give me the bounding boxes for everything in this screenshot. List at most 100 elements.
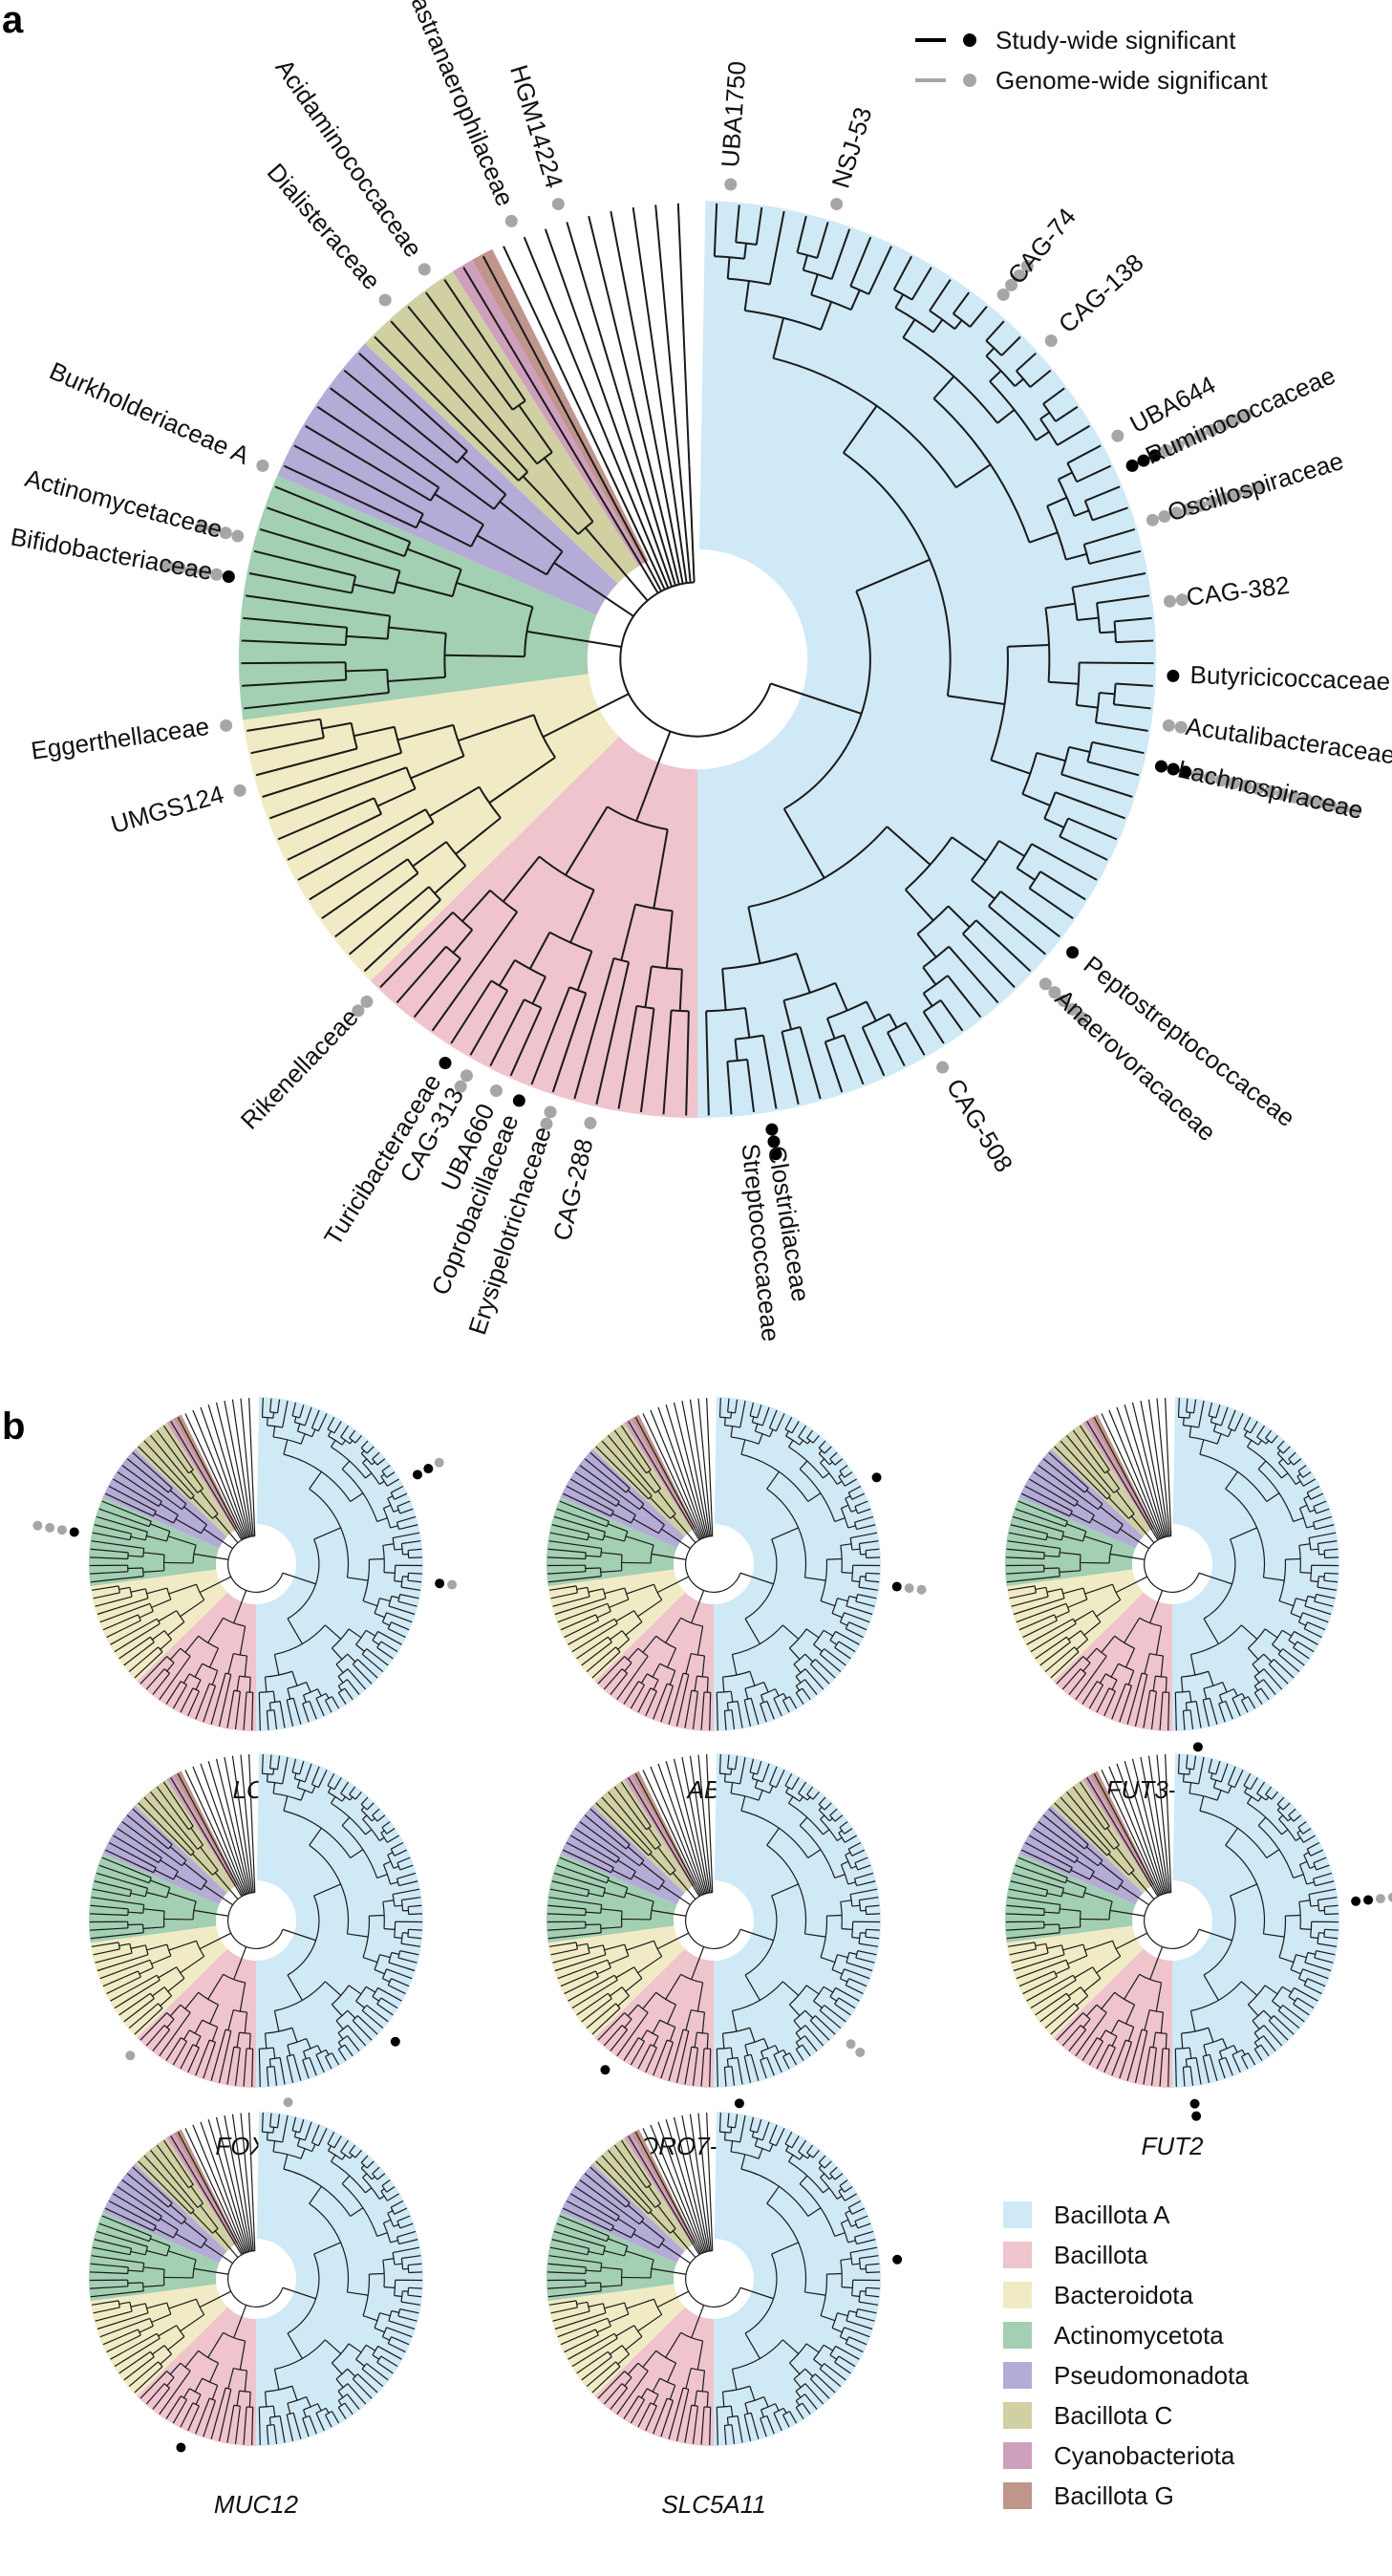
gene-4-genome-marker <box>855 2047 866 2057</box>
main-genome-marker <box>584 1116 597 1129</box>
phylum-swatch <box>1003 2442 1032 2469</box>
gene-2-sector-bacteroidota <box>1006 1569 1145 1682</box>
main-genome-marker <box>1158 510 1171 524</box>
phylum-swatch <box>1003 2402 1032 2429</box>
family-label: Eggerthellaceae <box>30 712 211 765</box>
gene-2-sector-bacillota-c <box>1051 1423 1151 1537</box>
main-genome-marker <box>489 1084 503 1098</box>
main-study-marker <box>767 1135 781 1148</box>
main-genome-marker <box>1171 439 1185 452</box>
gene-1-genome-marker <box>904 1583 914 1594</box>
main-genome-marker <box>1263 784 1276 798</box>
phylum-swatch <box>1003 2282 1032 2308</box>
gene-7-sector-bacillota-a <box>714 2112 882 2446</box>
main-genome-marker <box>1239 780 1253 793</box>
gene-0-study-marker <box>435 1578 445 1589</box>
main-genome-marker <box>1175 593 1189 607</box>
gene-tree-foxp1: FOXP1 <box>89 1753 423 2160</box>
gene-7-sector-bacteroidota <box>547 2284 686 2396</box>
gene-6-sector-actinomycetota <box>89 2211 220 2302</box>
main-genome-marker <box>540 1117 553 1130</box>
gene-6-sector-bacillota-a <box>256 2112 424 2446</box>
gene-7-sector-actinomycetota <box>546 2211 677 2302</box>
main-genome-marker <box>1206 495 1219 508</box>
main-genome-marker <box>231 529 245 543</box>
main-genome-marker <box>256 459 269 472</box>
gene-4-study-marker <box>734 2098 744 2109</box>
gene-1-sector-bacillota-a <box>714 1397 881 1731</box>
phylum-swatch <box>1003 2201 1032 2228</box>
main-genome-marker <box>1111 429 1124 442</box>
family-label: CAG-288 <box>547 1136 599 1243</box>
family-label: UBA1750 <box>716 60 752 168</box>
family-label: Acutalibacteraceae <box>1184 712 1392 769</box>
main-genome-marker <box>544 1106 557 1119</box>
gene-0-genome-marker <box>56 1525 67 1535</box>
gene-0-study-marker <box>412 1470 422 1480</box>
gene-5-sector-actinomycetota <box>1005 1853 1136 1943</box>
family-label: Acidaminococcaceae <box>270 54 429 262</box>
main-study-marker <box>1154 760 1167 773</box>
gene-0-genome-marker <box>434 1457 444 1468</box>
gene-1-study-marker <box>891 1581 902 1592</box>
family-label: Gastranaerophilaceae <box>398 0 521 210</box>
main-genome-marker <box>418 263 431 276</box>
main-phylogenetic-tree: UBA1750 NSJ-53CAG-74CAG-138UBA644Ruminoco… <box>9 0 1392 1343</box>
gene-tree-lct: LCT <box>32 1397 458 1804</box>
main-genome-marker <box>1203 771 1216 784</box>
gene-0-sector-bacillota-c <box>135 1423 235 1537</box>
main-genome-marker <box>161 559 174 572</box>
main-genome-marker <box>207 523 221 536</box>
phylum-label: Bacteroidota <box>1054 2281 1194 2309</box>
gene-2-sector-actinomycetota <box>1005 1496 1136 1587</box>
sig-legend-label: Study-wide significant <box>996 26 1236 54</box>
gene-5-genome-marker <box>1387 1892 1392 1902</box>
main-study-marker <box>1167 762 1180 776</box>
gene-3-study-marker <box>390 2036 400 2047</box>
main-genome-marker <box>1163 594 1176 608</box>
main-genome-marker <box>1193 429 1207 442</box>
main-genome-marker <box>1005 278 1018 291</box>
main-genome-marker <box>724 178 738 191</box>
gene-tree-title: MUC12 <box>214 2490 299 2519</box>
gene-tree-grid: LCT ABO FUT3-FUT6 FOXP1 CORO7-HMOX2 FUT2 MUC12… <box>32 1397 1392 2519</box>
main-genome-marker <box>1193 499 1207 512</box>
main-genome-marker <box>1044 334 1058 348</box>
main-genome-marker <box>1057 995 1070 1008</box>
main-genome-marker <box>1182 503 1195 516</box>
gene-tree-title: FUT2 <box>1142 2132 1205 2160</box>
family-label: Burkholderiaceae A <box>45 356 254 470</box>
family-label: CAG-382 <box>1185 570 1291 612</box>
gene-7-study-marker <box>892 2254 903 2265</box>
gene-7-sector-bacillota-c <box>592 2137 693 2252</box>
gene-4-sector-actinomycetota <box>546 1853 677 1943</box>
gene-3-sector-actinomycetota <box>89 1853 220 1943</box>
main-genome-marker <box>1252 782 1265 795</box>
main-study-marker <box>512 1094 525 1107</box>
significance-legend: Study-wide significant Genome-wide signif… <box>915 26 1268 95</box>
main-genome-marker <box>233 784 246 797</box>
main-genome-marker <box>454 1080 467 1093</box>
main-study-marker <box>1148 449 1162 462</box>
gene-1-genome-marker <box>916 1584 927 1595</box>
phylum-swatch <box>1003 2242 1032 2268</box>
sig-legend-label: Genome-wide significant <box>996 66 1268 95</box>
gene-5-sector-bacteroidota <box>1006 1925 1145 2038</box>
phylum-label: Pseudomonadota <box>1054 2361 1249 2390</box>
gene-3-sector-bacillota-c <box>135 1779 235 1894</box>
gene-3-genome-marker <box>125 2050 136 2061</box>
main-study-marker <box>222 569 235 583</box>
gene-3-sector-bacillota-a <box>256 1753 423 2088</box>
main-genome-marker <box>1174 720 1188 734</box>
phylum-label: Bacillota G <box>1054 2481 1174 2510</box>
main-study-marker <box>1179 765 1192 779</box>
gene-tree-fut2: FUT2 <box>1005 1753 1392 2160</box>
main-genome-marker <box>352 1004 365 1018</box>
main-genome-marker <box>830 198 844 211</box>
gene-2-study-marker <box>1192 1742 1203 1752</box>
family-label: Butyricicoccaceae <box>1189 660 1390 696</box>
gene-2-sector-bacillota-a <box>1172 1397 1339 1731</box>
gene-0-study-marker <box>69 1527 79 1537</box>
main-genome-marker <box>1020 259 1034 272</box>
main-genome-marker <box>1275 787 1289 801</box>
